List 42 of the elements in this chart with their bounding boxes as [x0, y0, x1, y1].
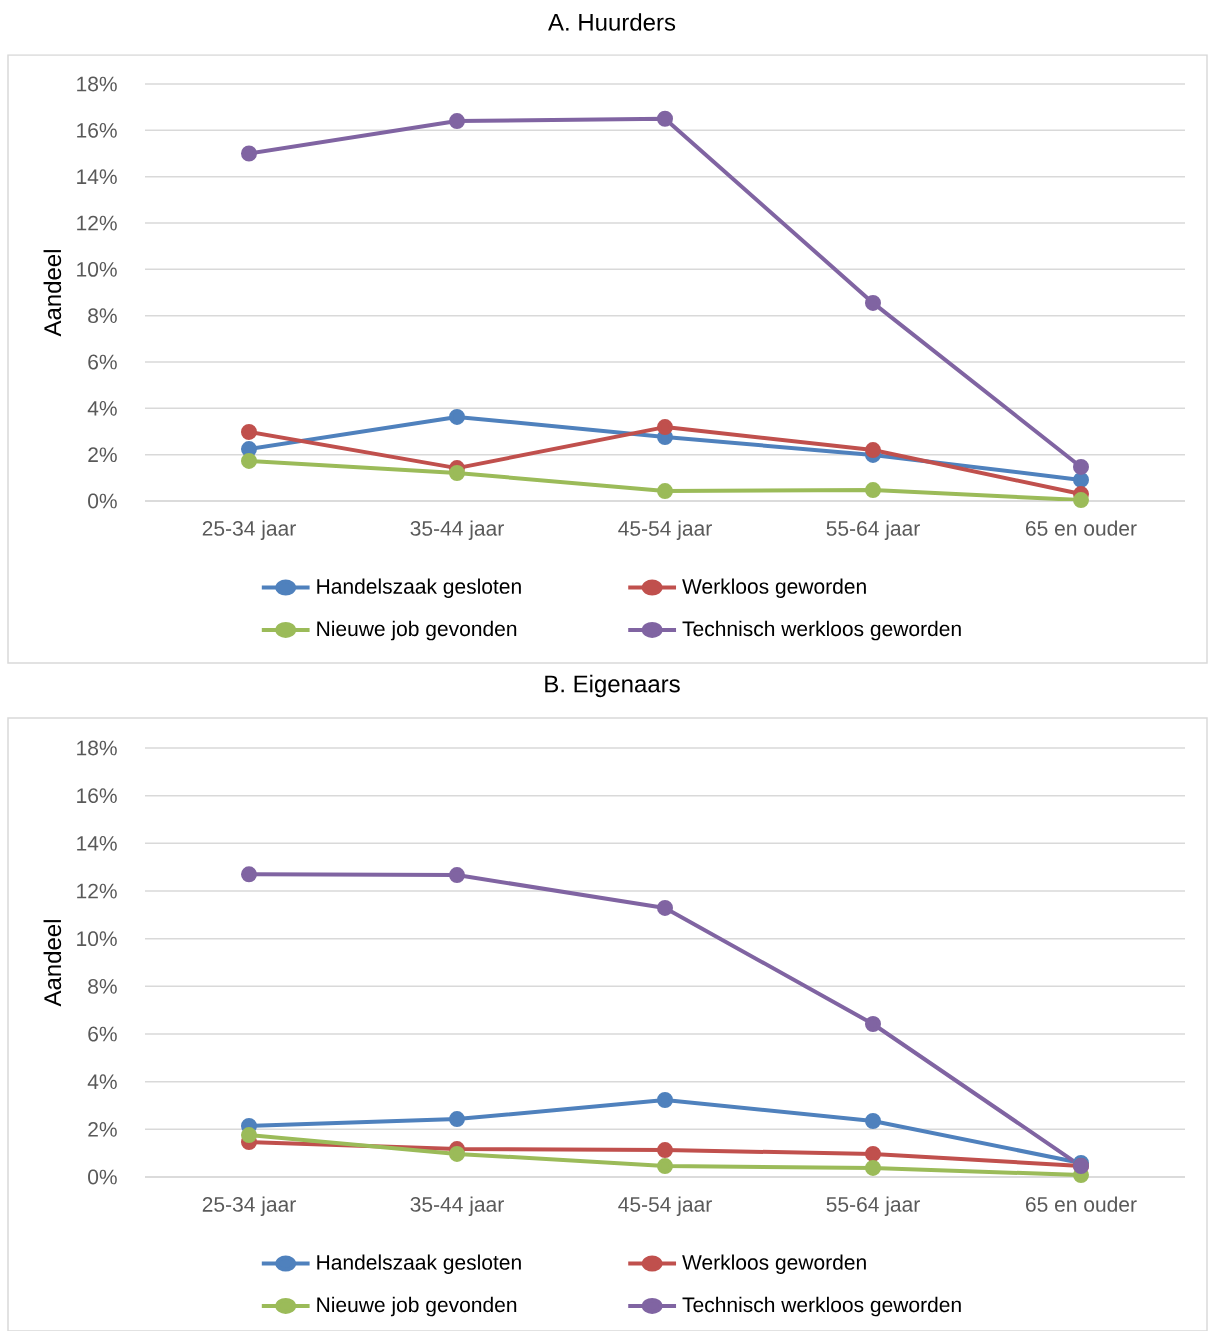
y-axis-title: Aandeel — [43, 920, 62, 1007]
y-tick-label: 4% — [87, 1074, 117, 1090]
x-tick-label: 65 en ouder — [1026, 520, 1137, 536]
x-tick-label: 35-44 jaar — [410, 1196, 504, 1216]
legend-label: Handelszaak gesloten — [317, 578, 521, 598]
legend-label: Technisch werkloos geworden — [682, 620, 961, 641]
x-tick-label: 55-64 jaar — [826, 520, 920, 540]
legend-label: Werkloos geworden — [682, 1254, 866, 1274]
y-tick-label: 0% — [88, 493, 117, 509]
legend-label: Technisch werkloos geworden — [682, 1296, 961, 1317]
y-tick-label: 8% — [88, 978, 117, 994]
y-tick-label: 14% — [77, 169, 117, 185]
x-tick-label: 55-64 jaar — [826, 1196, 920, 1216]
x-tick-label: 25-34 jaar — [202, 1196, 296, 1216]
y-tick-label: 18% — [77, 740, 117, 756]
chart-title: B. Eigenaars — [545, 674, 680, 698]
y-tick-label: 2% — [88, 1121, 117, 1137]
y-tick-label: 16% — [77, 788, 117, 804]
x-tick-label: 65 en ouder — [1026, 1196, 1137, 1212]
y-axis-title: Aandeel — [43, 250, 62, 337]
x-tick-label: 45-54 jaar — [618, 1196, 712, 1216]
legend-label: Handelszaak gesloten — [317, 1254, 521, 1274]
y-tick-label: 12% — [77, 883, 117, 899]
x-tick-label: 45-54 jaar — [618, 520, 712, 540]
y-tick-label: 18% — [77, 76, 117, 92]
y-tick-label: 12% — [77, 215, 117, 231]
x-tick-label: 25-34 jaar — [202, 520, 296, 540]
y-tick-label: 10% — [77, 931, 117, 947]
y-tick-label: 2% — [88, 447, 117, 463]
chart-title: A. Huurders — [548, 13, 676, 31]
y-tick-label: 6% — [88, 354, 117, 370]
legend-label: Nieuwe job gevonden — [317, 620, 517, 641]
legend-label: Werkloos geworden — [682, 578, 866, 598]
y-tick-label: 14% — [77, 836, 117, 851]
y-tick-label: 10% — [77, 261, 117, 277]
legend-label: Nieuwe job gevonden — [317, 1296, 517, 1317]
y-tick-label: 8% — [88, 308, 117, 324]
y-tick-label: 6% — [88, 1026, 117, 1042]
x-tick-label: 35-44 jaar — [410, 520, 504, 540]
y-tick-label: 0% — [88, 1169, 117, 1185]
y-tick-label: 4% — [87, 401, 117, 416]
y-tick-label: 16% — [77, 122, 117, 138]
